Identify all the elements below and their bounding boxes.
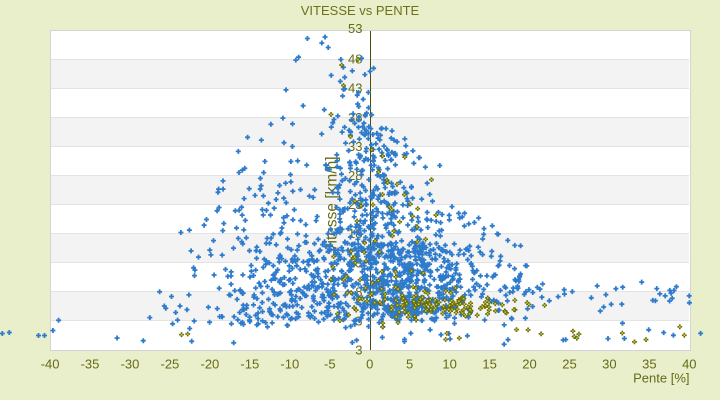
svg-text:15: 15	[482, 357, 496, 372]
svg-text:0: 0	[366, 357, 373, 372]
svg-text:25: 25	[562, 357, 576, 372]
svg-text:40: 40	[682, 357, 696, 372]
svg-text:53: 53	[348, 21, 362, 36]
svg-text:3: 3	[355, 343, 362, 358]
svg-text:VITESSE vs PENTE: VITESSE vs PENTE	[301, 3, 420, 18]
svg-text:28: 28	[348, 168, 362, 183]
svg-text:-30: -30	[121, 357, 140, 372]
svg-text:8: 8	[355, 284, 362, 299]
svg-text:10: 10	[442, 357, 456, 372]
svg-text:Pente [%]: Pente [%]	[633, 371, 689, 386]
svg-text:-10: -10	[280, 357, 299, 372]
svg-text:-25: -25	[161, 357, 180, 372]
svg-text:-20: -20	[201, 357, 220, 372]
svg-text:-15: -15	[240, 357, 259, 372]
svg-text:-35: -35	[81, 357, 100, 372]
svg-text:43: 43	[348, 81, 362, 96]
svg-text:48: 48	[348, 52, 362, 67]
svg-text:20: 20	[522, 357, 536, 372]
svg-text:-40: -40	[41, 357, 60, 372]
svg-text:-5: -5	[324, 357, 336, 372]
svg-text:30: 30	[602, 357, 616, 372]
svg-text:35: 35	[642, 357, 656, 372]
svg-text:Vitesse [km/h]: Vitesse [km/h]	[324, 156, 341, 253]
svg-text:5: 5	[406, 357, 413, 372]
